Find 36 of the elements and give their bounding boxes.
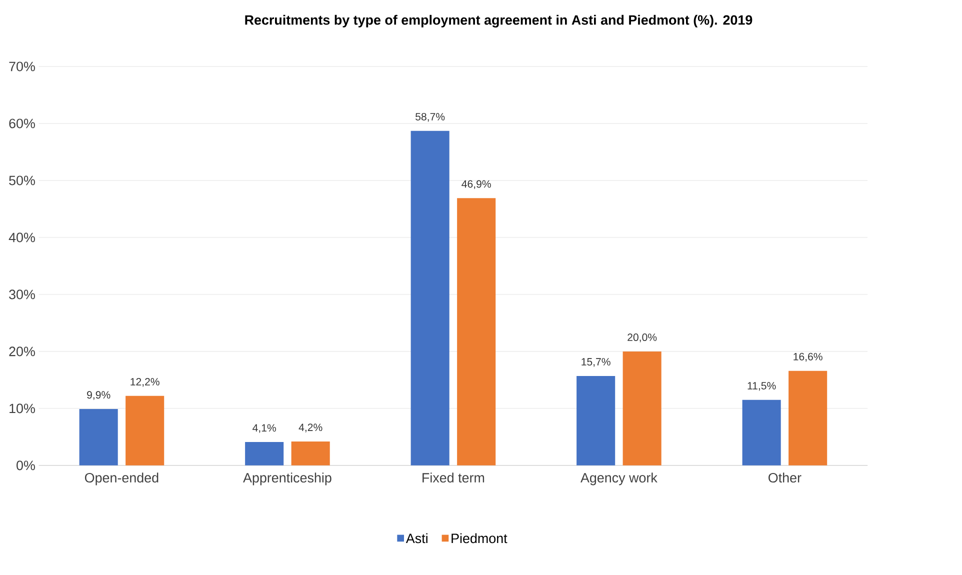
y-tick-label: 60% [9,118,35,128]
data-label: 11,5% [748,382,776,391]
x-tick-label: Fixed term [422,472,484,482]
y-tick-label: 70% [9,62,35,72]
bar [576,376,616,466]
bar [79,408,118,466]
y-tick-label: 20% [9,346,35,356]
legend-label: Piedmont [452,533,508,544]
bar [126,396,164,466]
y-tick-label: 30% [9,290,35,300]
legend-label: Asti [406,533,428,544]
bar [742,400,781,466]
data-label: 15,7% [582,358,610,367]
data-label: 4,1% [252,424,276,433]
chart-title: Recruitments by type of employment agreement in Asti and Piedmont (%). 2019 [245,14,752,28]
x-tick-label: Apprenticeship [243,472,332,486]
y-tick-label: 40% [8,232,35,242]
data-label: 4,2% [298,423,322,432]
y-tick-label: 10% [10,404,35,414]
data-label: 58,7% [416,112,445,122]
bar [291,441,330,466]
data-label: 16,6% [794,352,822,362]
bar [622,351,662,466]
y-tick-label: 50% [9,176,35,186]
data-label: 20,0% [628,333,657,342]
x-tick-label: Other [768,472,802,482]
bar [410,130,450,466]
x-tick-label: Agency work [580,472,658,486]
data-label: 9,9% [87,390,110,400]
y-tick-label: 0% [16,460,35,470]
bar [457,198,496,466]
x-tick-label: Open-ended [84,472,158,486]
data-label: 12,2% [130,378,160,387]
bar [245,442,284,466]
data-label: 46,9% [462,180,491,189]
bar [788,370,828,466]
